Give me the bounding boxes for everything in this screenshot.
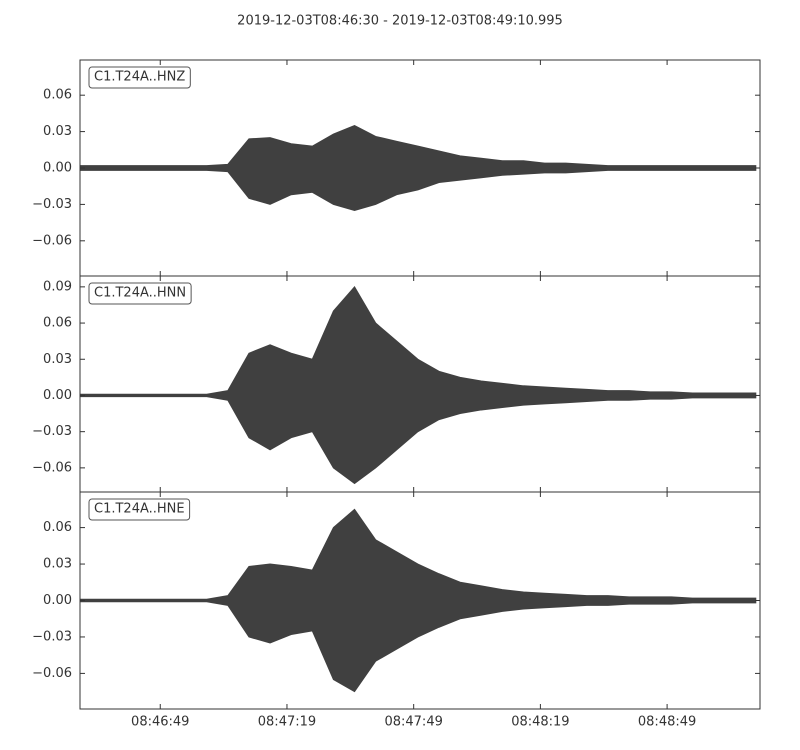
y-tick-label: −0.06 <box>32 460 72 475</box>
label-box <box>88 282 192 305</box>
y-tick-label: 0.00 <box>43 161 72 176</box>
trace-label: C1.T24A..HNN <box>94 286 186 301</box>
y-tick-label: −0.03 <box>32 424 72 439</box>
trace-label: C1.T24A..HNZ <box>94 70 185 85</box>
x-tick-label: 08:48:19 <box>511 715 569 730</box>
waveform <box>79 286 757 485</box>
axes-frame <box>79 491 761 710</box>
y-tick-label: 0.03 <box>43 557 72 572</box>
y-tick-label: 0.00 <box>43 593 72 608</box>
label-box <box>88 66 191 89</box>
x-tick-label: 08:47:49 <box>384 715 442 730</box>
x-tick-label: 08:47:19 <box>258 715 316 730</box>
waveform <box>79 124 757 211</box>
x-tick-label: 08:46:49 <box>131 715 189 730</box>
label-box <box>88 498 191 521</box>
y-tick-label: 0.03 <box>43 352 72 367</box>
y-tick-label: 0.06 <box>43 520 72 535</box>
y-tick-label: 0.06 <box>43 316 72 331</box>
y-tick-label: 0.03 <box>43 124 72 139</box>
y-tick-label: −0.06 <box>32 233 72 248</box>
y-tick-label: 0.00 <box>43 388 72 403</box>
trace-label: C1.T24A..HNE <box>94 502 185 517</box>
waveform <box>79 508 757 693</box>
y-tick-label: −0.03 <box>32 197 72 212</box>
x-tick-label: 08:48:49 <box>638 715 696 730</box>
y-tick-label: 0.09 <box>43 279 72 294</box>
y-tick-label: −0.06 <box>32 666 72 681</box>
y-tick-label: −0.03 <box>32 629 72 644</box>
figure-title: 2019-12-03T08:46:30 - 2019-12-03T08:49:1… <box>237 14 563 29</box>
y-tick-label: 0.06 <box>43 88 72 103</box>
